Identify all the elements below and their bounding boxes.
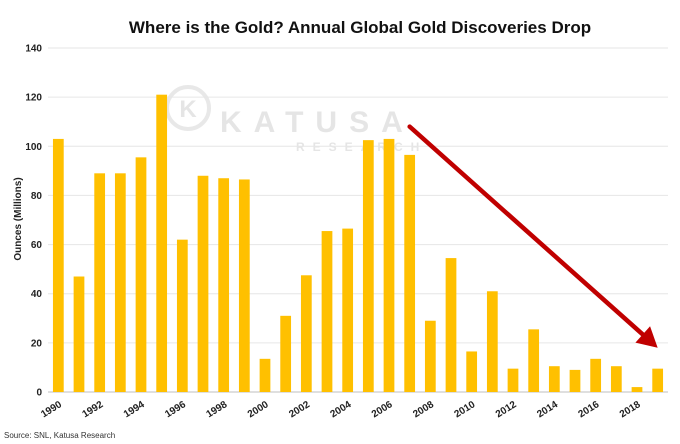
x-tick-label: 2002: [287, 399, 312, 420]
x-tick-label: 1998: [205, 399, 230, 420]
bar-1995: [156, 94, 168, 392]
x-tick-label: 1992: [81, 399, 106, 420]
trend-arrow-head: [635, 326, 658, 348]
trend-arrow-shaft: [407, 124, 645, 337]
bar-2013: [528, 329, 540, 392]
bar-2002: [300, 275, 312, 392]
source-note: Source: SNL, Katusa Research: [4, 431, 115, 440]
x-tick-label: 2018: [618, 399, 643, 420]
x-tick-label: 1990: [39, 399, 64, 420]
katusa-watermark: K KATUSA RESEARCH: [165, 85, 427, 154]
x-tick-label: 2012: [494, 399, 519, 420]
bar-2014: [548, 366, 560, 392]
bar-2003: [321, 231, 333, 392]
bar-1992: [94, 173, 106, 392]
trend-arrow: [407, 124, 658, 348]
bar-1990: [52, 138, 64, 392]
y-tick-label: 100: [25, 142, 42, 153]
chart-title: Where is the Gold? Annual Global Gold Di…: [129, 18, 591, 37]
bar-2016: [590, 358, 602, 392]
bar-2017: [610, 366, 622, 392]
bar-2011: [486, 291, 498, 392]
y-axis-label: Ounces (Millions): [13, 177, 24, 260]
bar-2006: [383, 138, 395, 392]
bars: [52, 94, 664, 392]
x-tick-label: 2006: [370, 399, 395, 420]
y-tick-label: 140: [25, 44, 42, 55]
bar-1999: [238, 179, 250, 392]
bar-1993: [114, 173, 126, 392]
x-tick-label: 2014: [535, 399, 560, 420]
y-tick-label: 120: [25, 93, 42, 104]
bar-1998: [218, 178, 230, 392]
bar-2008: [424, 320, 436, 392]
x-tick-label: 1994: [122, 399, 147, 420]
y-tick-label: 40: [31, 289, 43, 300]
watermark-logo-letter: K: [179, 96, 197, 123]
x-axis-ticks: 1990 1992 1994 1996 1998 2000 2002 2004 2006 2008…: [39, 399, 643, 420]
bar-2004: [342, 228, 354, 392]
x-tick-label: 1996: [163, 399, 188, 420]
x-tick-label: 2010: [453, 399, 478, 420]
y-axis-ticks: 0 20 40 60 80 100 120 140: [25, 44, 42, 399]
x-tick-label: 2008: [411, 399, 436, 420]
bar-1994: [135, 157, 147, 392]
bar-2012: [507, 368, 519, 392]
bar-2007: [404, 154, 416, 392]
bar-2009: [445, 258, 457, 392]
x-tick-label: 2016: [577, 399, 602, 420]
bar-2005: [362, 140, 374, 392]
bar-2015: [569, 369, 581, 392]
x-tick-label: 2000: [246, 399, 271, 420]
bar-2010: [466, 351, 478, 392]
y-tick-label: 20: [31, 338, 43, 349]
y-tick-label: 0: [36, 388, 42, 399]
bar-1997: [197, 175, 209, 392]
bar-1991: [73, 276, 85, 392]
watermark-main-text: KATUSA: [220, 106, 415, 139]
bar-2019: [652, 368, 664, 392]
y-tick-label: 60: [31, 240, 43, 251]
x-tick-label: 2004: [329, 399, 354, 420]
bar-2000: [259, 358, 271, 392]
bar-2018: [631, 387, 643, 392]
gridlines: [48, 47, 668, 393]
watermark-sub-text: RESEARCH: [296, 140, 427, 154]
bar-1996: [176, 239, 188, 392]
bar-2001: [280, 315, 292, 392]
y-tick-label: 80: [31, 191, 43, 202]
